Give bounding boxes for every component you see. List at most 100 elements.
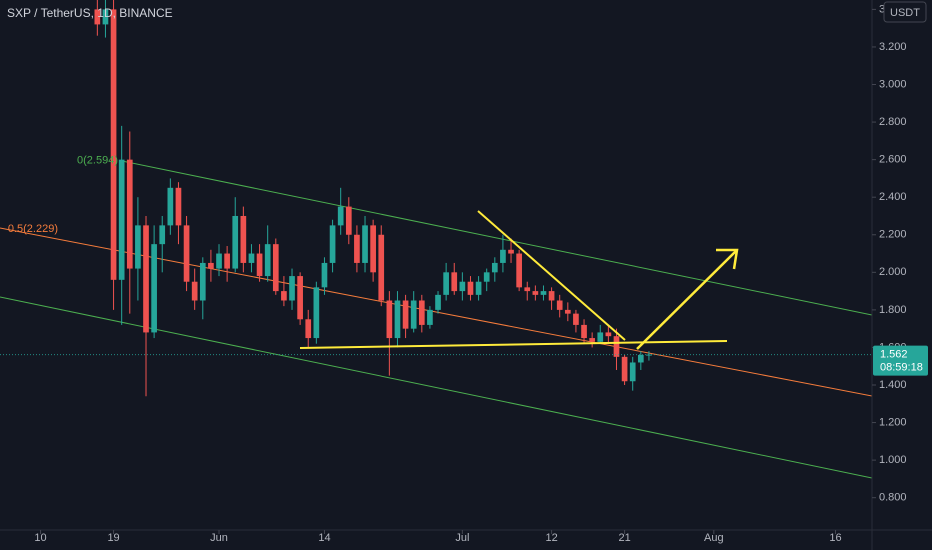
candle-body <box>613 336 620 357</box>
candle-body <box>199 262 206 301</box>
candle-body <box>281 291 287 301</box>
candle-body <box>264 244 271 277</box>
fib-label: 0.5(2.229) <box>8 223 58 235</box>
last-price-label: 1.562 <box>880 348 908 360</box>
candle-body <box>459 281 466 292</box>
y-tick-label: 1.800 <box>879 304 907 316</box>
candle-body <box>216 253 222 269</box>
candle-body <box>362 225 368 263</box>
candle-body <box>394 300 401 339</box>
candle-body <box>402 300 409 329</box>
y-tick-label: 3.000 <box>879 78 907 90</box>
x-tick-label: 21 <box>618 532 630 544</box>
candle-body <box>289 276 295 301</box>
countdown-label: 08:59:18 <box>880 361 923 373</box>
candle-body <box>475 281 482 295</box>
candle-body <box>159 225 166 245</box>
candle-body <box>516 253 522 288</box>
x-tick-label: 16 <box>829 532 841 544</box>
candle-body <box>500 249 506 263</box>
candle-body <box>573 313 579 325</box>
candle-body <box>548 291 555 301</box>
candle-body <box>451 272 458 292</box>
candle-body <box>224 253 230 269</box>
candle-body <box>524 287 531 292</box>
candle-body <box>143 225 149 333</box>
x-tick-label: 14 <box>318 532 330 544</box>
currency-box <box>883 1 927 23</box>
candle-body <box>605 332 612 337</box>
support-line <box>299 340 728 349</box>
y-tick-label: 1.200 <box>879 416 907 428</box>
candle-body <box>629 362 636 382</box>
y-tick-label: 2.400 <box>879 191 907 203</box>
y-tick-label: 1.400 <box>879 379 907 391</box>
candle-body <box>540 291 547 295</box>
candle-body <box>151 244 157 333</box>
candle-body <box>329 225 336 263</box>
plot-area <box>0 0 872 479</box>
candle-body <box>386 300 393 339</box>
candle-body <box>467 281 474 295</box>
x-tick-label: Jul <box>455 532 469 544</box>
x-tick-label: Jun <box>210 532 228 544</box>
trendline <box>477 210 626 341</box>
arrow <box>636 249 738 350</box>
chart-title: SXP / TetherUS, 1D, BINANCE <box>7 6 173 20</box>
candle-body <box>491 262 498 273</box>
candle-body <box>597 332 604 342</box>
candle-body <box>345 206 352 235</box>
channel-lower <box>0 296 872 479</box>
candle-body <box>370 225 376 273</box>
candle-body <box>167 187 174 226</box>
candle-body <box>175 187 182 226</box>
candle-body <box>532 291 539 295</box>
candle-body <box>337 206 344 226</box>
drawings <box>299 210 739 350</box>
candle-body <box>126 159 133 269</box>
x-tick-label: 12 <box>545 532 557 544</box>
candle-body <box>637 354 644 363</box>
x-tick-label: 19 <box>107 532 119 544</box>
arrow-head <box>716 248 739 270</box>
candle-body <box>564 309 571 314</box>
candle-body <box>191 281 198 301</box>
candle-body <box>94 9 101 25</box>
candle-body <box>256 253 263 277</box>
candle-body <box>135 225 141 269</box>
channel-upper <box>121 160 872 316</box>
candle-body <box>483 272 490 282</box>
last-price-box <box>873 345 928 376</box>
candle-body <box>118 159 125 280</box>
candle-body <box>418 300 425 325</box>
candle-body <box>508 249 514 254</box>
candle-body <box>240 215 247 263</box>
y-tick-label: 2.800 <box>879 116 907 128</box>
candle-body <box>102 9 109 25</box>
candle-body <box>581 324 587 339</box>
fib-label: 0(2.594) <box>77 155 118 167</box>
candle-body <box>410 300 417 329</box>
x-tick-label: Aug <box>704 532 724 544</box>
candle-body <box>354 234 360 263</box>
candle-body <box>248 253 255 263</box>
candle-body <box>305 319 312 339</box>
candle-body <box>443 272 449 295</box>
candle-body <box>427 309 433 325</box>
candle-body <box>589 338 595 342</box>
candle-body <box>110 9 117 280</box>
candle-body <box>321 262 328 288</box>
candle-body <box>297 276 303 320</box>
candle-body <box>556 300 563 310</box>
y-tick-label: 1.000 <box>879 454 907 466</box>
y-tick-label: 2.200 <box>879 229 907 241</box>
y-tick-label: 3.200 <box>879 41 907 53</box>
candle-body <box>272 244 279 292</box>
candle-body <box>232 215 239 269</box>
candle-body <box>208 262 214 269</box>
candle-body <box>378 234 385 301</box>
candle-body <box>435 294 441 310</box>
candle-body <box>183 225 190 282</box>
